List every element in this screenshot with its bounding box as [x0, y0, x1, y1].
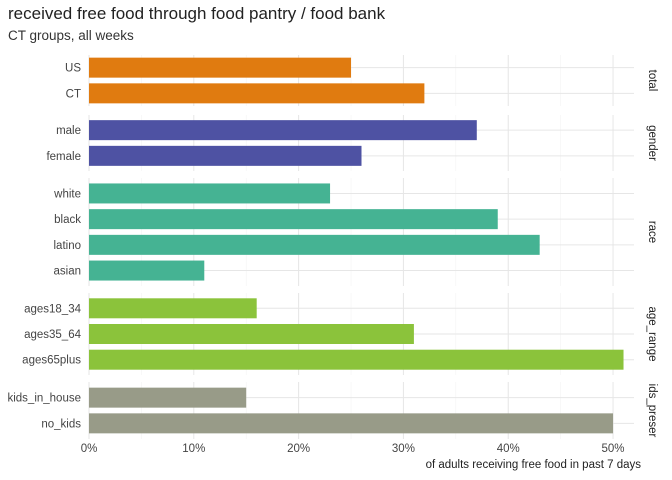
facet-strip: total [646, 70, 658, 92]
x-tick-label: 50% [602, 443, 625, 455]
bar-CT [89, 83, 425, 104]
category-label-black: black [54, 214, 81, 226]
category-label-white: white [53, 188, 81, 200]
category-label-no_kids: no_kids [41, 418, 81, 430]
bar-white [89, 183, 331, 204]
bar-female [89, 145, 362, 166]
facet-label-ids_preser: ids_preser [646, 384, 658, 438]
facet-strip: race [646, 221, 658, 243]
facet-label-gender: gender [646, 125, 658, 161]
bar-no_kids [89, 413, 614, 434]
facet-strip: gender [646, 125, 658, 161]
x-axis-label: of adults receiving free food in past 7 … [425, 459, 641, 471]
bar-ages35_64 [89, 324, 414, 344]
category-label-US: US [65, 63, 81, 75]
category-label-CT: CT [66, 88, 81, 100]
bar-asian [89, 260, 205, 281]
x-tick-label: 10% [182, 443, 205, 455]
facet-panel-age_range: ages18_34 ages35_64 ages65plus age_range [22, 293, 658, 375]
category-label-latino: latino [54, 240, 82, 252]
x-tick-label: 0% [81, 443, 98, 455]
bar-ages18_34 [89, 298, 257, 319]
facet-panel-gender: male female gender [46, 115, 658, 171]
category-label-kids_in_house: kids_in_house [7, 393, 81, 405]
category-label-female: female [46, 151, 81, 163]
bar-ages65plus [89, 349, 624, 370]
facet-label-race: race [646, 221, 658, 243]
facet-panel-race: white black latino asian race [53, 178, 658, 286]
x-tick-label: 40% [497, 443, 520, 455]
bar-latino [89, 234, 540, 255]
bar-US [89, 57, 352, 78]
facet-panel-total: US CT total [65, 55, 658, 106]
x-tick-label: 30% [392, 443, 415, 455]
bar-black [89, 209, 498, 230]
bar-male [89, 120, 477, 141]
bar-kids_in_house [89, 387, 247, 408]
facet-panel-ids_preser: kids_in_house no_kids ids_preser [7, 382, 658, 439]
category-label-male: male [56, 125, 81, 137]
facet-strip: ids_preser [646, 384, 658, 438]
category-label-asian: asian [54, 266, 82, 278]
facet-strip: age_range [646, 307, 658, 362]
chart-subtitle: CT groups, all weeks [8, 28, 134, 43]
facet-label-age_range: age_range [646, 307, 658, 362]
chart-title: received free food through food pantry /… [8, 4, 386, 23]
category-label-ages65plus: ages65plus [22, 355, 81, 367]
category-label-ages35_64: ages35_64 [24, 329, 82, 341]
facet-label-total: total [646, 70, 658, 92]
x-tick-label: 20% [287, 443, 310, 455]
category-label-ages18_34: ages18_34 [24, 303, 82, 315]
